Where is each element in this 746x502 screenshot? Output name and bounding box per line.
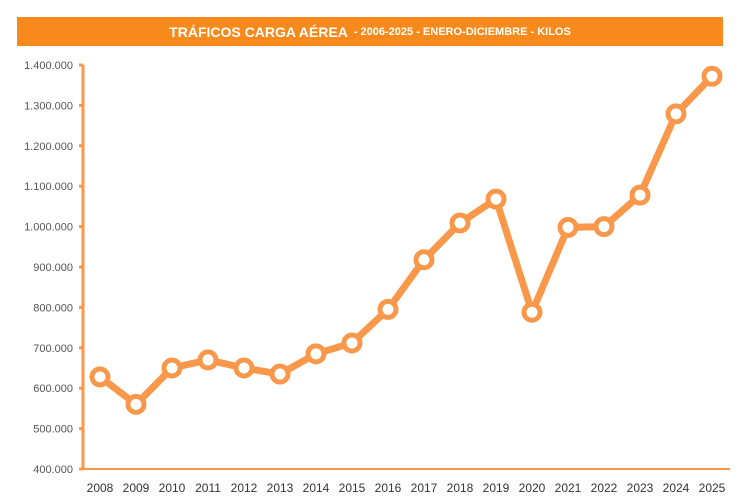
chart-subtitle: - 2006-2025 - ENERO-DICIEMBRE - KILOS: [353, 25, 571, 38]
x-tick-label: 2024: [663, 481, 690, 495]
series-line: [97, 73, 715, 408]
y-tick-label: 500.000: [33, 424, 73, 436]
x-tick-label: 2015: [339, 481, 366, 495]
y-tick-label: 1.400.000: [24, 60, 73, 72]
y-tick-label: 700.000: [33, 343, 73, 355]
y-tick-label: 1.000.000: [24, 222, 73, 234]
data-point-2018: [449, 212, 471, 234]
data-point-2025: [701, 65, 723, 87]
y-tick-label: 1.100.000: [24, 181, 73, 193]
x-tick-label: 2025: [699, 481, 726, 495]
data-point-2023: [629, 184, 651, 206]
data-point-2021: [557, 216, 579, 238]
x-tick-label: 2020: [519, 481, 546, 495]
data-point-2020: [521, 301, 543, 323]
y-tick-label: 1.200.000: [24, 141, 73, 153]
y-tick-label: 800.000: [33, 302, 73, 314]
data-point-2009: [125, 393, 147, 415]
x-tick-label: 2013: [267, 481, 294, 495]
x-tick-label: 2009: [123, 481, 150, 495]
x-tick-label: 2019: [483, 481, 510, 495]
data-point-2024: [665, 103, 687, 125]
y-tick-label: 900.000: [33, 262, 73, 274]
chart-title: TRÁFICOS CARGA AÉREA: [169, 23, 348, 40]
data-point-2014: [305, 343, 327, 365]
x-tick-label: 2016: [375, 481, 402, 495]
chart-title-bar: TRÁFICOS CARGA AÉREA - 2006-2025 - ENERO…: [17, 17, 723, 46]
data-point-2008: [89, 366, 111, 388]
data-point-2011: [197, 349, 219, 371]
y-tick-label: 600.000: [33, 383, 73, 395]
data-point-2019: [485, 188, 507, 210]
x-tick-label: 2023: [627, 481, 654, 495]
x-tick-label: 2017: [411, 481, 438, 495]
data-point-2016: [377, 298, 399, 320]
data-point-2010: [161, 357, 183, 379]
x-tick-label: 2014: [303, 481, 330, 495]
x-tick-label: 2012: [231, 481, 258, 495]
x-tick-label: 2022: [591, 481, 618, 495]
x-tick-label: 2010: [159, 481, 186, 495]
x-tick-label: 2021: [555, 481, 582, 495]
x-tick-label: 2018: [447, 481, 474, 495]
data-point-2017: [413, 249, 435, 271]
data-point-2015: [341, 332, 363, 354]
y-tick-label: 1.300.000: [24, 100, 73, 112]
x-tick-label: 2008: [87, 481, 114, 495]
data-point-2013: [269, 363, 291, 385]
data-point-2022: [593, 216, 615, 238]
x-tick-label: 2011: [195, 481, 221, 495]
y-tick-label: 400.000: [33, 464, 73, 476]
data-point-2012: [233, 357, 255, 379]
